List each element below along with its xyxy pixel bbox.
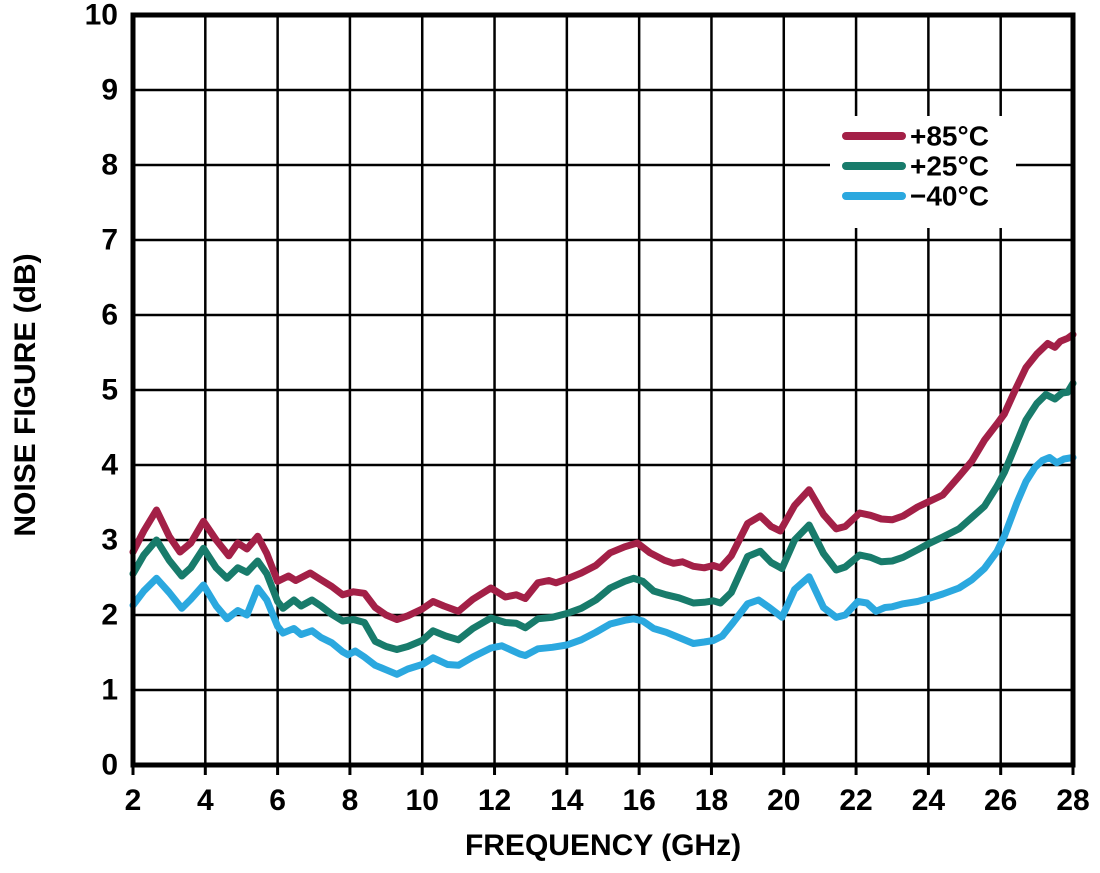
y-tick-label: 9	[101, 74, 118, 107]
x-tick-label: 26	[984, 784, 1017, 817]
y-tick-label: 1	[101, 674, 118, 707]
y-tick-label: 3	[101, 524, 118, 557]
x-tick-label: 2	[125, 784, 142, 817]
plot-frame	[130, 12, 1076, 775]
x-tick-label: 28	[1056, 784, 1089, 817]
y-tick-label: 6	[101, 299, 118, 332]
y-tick-label: 7	[101, 224, 118, 257]
series-layer	[129, 331, 1077, 678]
y-tick-label: 8	[101, 149, 118, 182]
legend: +85°C+25°C−40°C	[830, 116, 1016, 228]
y-tick-label: 5	[101, 374, 118, 407]
x-tick-label: 22	[839, 784, 872, 817]
x-tick-label: 16	[622, 784, 655, 817]
series-line-1	[129, 331, 1077, 623]
legend-label-1: +85°C	[910, 121, 989, 152]
x-tick-label: 24	[912, 784, 946, 817]
y-tick-label: 0	[101, 749, 118, 782]
x-tick-label: 18	[695, 784, 728, 817]
series-line-3	[129, 454, 1077, 678]
series-line-2	[129, 379, 1077, 653]
x-tick-label: 20	[767, 784, 800, 817]
legend-label-2: +25°C	[910, 151, 989, 182]
x-tick-label: 4	[197, 784, 214, 817]
x-tick-label: 6	[269, 784, 286, 817]
x-tick-label: 8	[342, 784, 359, 817]
y-tick-label: 4	[101, 449, 118, 482]
y-tick-label: 2	[101, 599, 118, 632]
legend-label-3: −40°C	[910, 181, 989, 212]
x-tick-label: 12	[478, 784, 511, 817]
x-tick-label: 14	[550, 784, 584, 817]
x-tick-label: 10	[406, 784, 439, 817]
plot-border	[130, 12, 1076, 768]
y-axis-title: NOISE FIGURE (dB)	[9, 253, 42, 536]
x-axis-title: FREQUENCY (GHz)	[465, 829, 741, 862]
y-tick-label: 10	[85, 0, 118, 32]
